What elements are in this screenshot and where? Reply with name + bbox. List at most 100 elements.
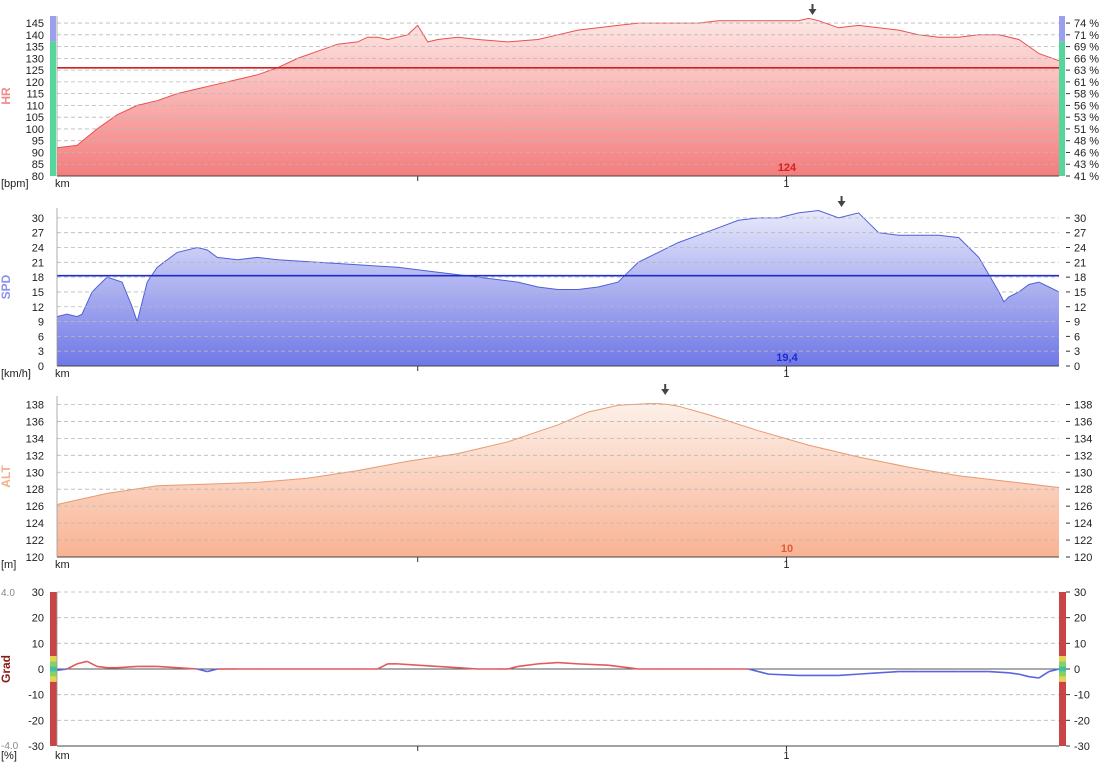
grad-segment <box>517 663 539 668</box>
alt-right-tick-label: 126 <box>1074 501 1092 513</box>
grad-segment <box>417 664 438 668</box>
hr-zone-bar-right <box>1059 41 1065 176</box>
hr-right-tick-label: 53 % <box>1074 112 1099 124</box>
grad-panel-label: Grad <box>0 655 13 683</box>
grad-segment <box>56 668 68 672</box>
alt-series-area <box>57 403 1059 557</box>
alt-right-tick-label: 128 <box>1074 484 1092 496</box>
spd-ytick-label: 27 <box>32 228 44 240</box>
alt-ytick-label: 120 <box>26 552 44 564</box>
grad-segment <box>377 663 389 670</box>
grad-x-unit: km <box>55 750 70 762</box>
spd-ytick-label: 6 <box>38 331 44 343</box>
grad-band-left <box>50 681 57 746</box>
grad-segment <box>86 660 98 668</box>
grad-segment <box>457 666 478 670</box>
alt-ytick-label: 134 <box>26 433 44 445</box>
alt-right-tick-label: 122 <box>1074 535 1092 547</box>
hr-ytick-label: 115 <box>26 89 44 101</box>
grad-band-left <box>50 656 57 662</box>
alt-ytick-label: 132 <box>26 450 44 462</box>
grad-band-right <box>1059 661 1066 667</box>
hr-y-unit: [bpm] <box>1 178 29 190</box>
grad-segment <box>177 666 198 670</box>
hr-series-line <box>56 17 1060 149</box>
hr-right-tick-label: 43 % <box>1074 159 1099 171</box>
alt-ytick-label: 136 <box>26 416 44 428</box>
spd-right-tick-label: 27 <box>1074 228 1086 240</box>
hr-max-marker-arrow <box>808 9 817 15</box>
hr-ytick-label: 120 <box>26 77 44 89</box>
spd-ytick-label: 12 <box>32 302 44 314</box>
alt-panel: 120 120 122 122 124 124 126 126 128 128 130 130 132 1… <box>0 384 1092 571</box>
alt-right-tick-label: 132 <box>1074 450 1092 462</box>
hr-right-tick-label: 61 % <box>1074 77 1099 89</box>
spd-value-label: 19,4 <box>776 352 798 364</box>
hr-right-tick-label: 63 % <box>1074 65 1099 77</box>
grad-ytick-label: 10 <box>32 638 44 650</box>
grad-segment <box>758 670 769 675</box>
alt-right-tick-label: 130 <box>1074 467 1092 479</box>
hr-right-tick-label: 46 % <box>1074 147 1099 159</box>
grad-right-tick-label: 30 <box>1074 587 1086 599</box>
alt-value-label: 10 <box>781 543 793 555</box>
hr-right-tick-label: 71 % <box>1074 30 1099 42</box>
spd-ytick-label: 21 <box>32 257 44 269</box>
spd-ytick-label: 18 <box>32 272 44 284</box>
grad-segment <box>437 665 458 669</box>
grad-segment <box>607 664 639 670</box>
grad-segment <box>878 670 899 674</box>
alt-ytick-label: 128 <box>26 484 44 496</box>
hr-right-tick-label: 74 % <box>1074 18 1099 30</box>
grad-segment <box>1038 670 1050 679</box>
grad-segment <box>768 673 799 677</box>
grad-scale-bottom: -4.0 <box>1 741 19 752</box>
grad-ytick-label: -10 <box>28 690 44 702</box>
alt-right-tick-label: 138 <box>1074 399 1092 411</box>
alt-series-line <box>56 403 1060 505</box>
hr-right-tick-label: 66 % <box>1074 53 1099 65</box>
hr-panel: 80 41 %85 43 %90 46 %95 48 %100 51 %105 53 %11… <box>0 4 1099 190</box>
grad-segment <box>578 663 609 666</box>
grad-band-right <box>1059 671 1066 677</box>
alt-right-tick-label: 136 <box>1074 416 1092 428</box>
alt-ytick-label: 138 <box>26 399 44 411</box>
alt-x-tick-label: 1 <box>783 559 789 571</box>
grad-band-left <box>50 676 57 682</box>
hr-ytick-label: 95 <box>32 136 44 148</box>
alt-right-tick-label: 134 <box>1074 433 1092 445</box>
hr-ytick-label: 100 <box>26 124 44 136</box>
grad-x-tick-label: 1 <box>783 750 789 762</box>
alt-x-unit: km <box>55 559 70 571</box>
grad-segment <box>1028 675 1040 679</box>
spd-ytick-label: 30 <box>32 213 44 225</box>
grad-band-left <box>50 661 57 667</box>
hr-right-tick-label: 56 % <box>1074 100 1099 112</box>
hr-x-unit: km <box>55 178 70 190</box>
spd-right-tick-label: 3 <box>1074 346 1080 358</box>
spd-ytick-label: 24 <box>32 243 44 255</box>
grad-segment <box>197 668 208 673</box>
hr-ytick-label: 125 <box>26 65 44 77</box>
grad-panel: -30 -30 -20 -20 -10 -10 0 0 10 10 20 20 30 30 1 km [%] Gr… <box>0 587 1090 762</box>
grad-right-tick-label: 20 <box>1074 613 1086 625</box>
grad-segment <box>537 661 559 665</box>
hr-ytick-label: 105 <box>26 112 44 124</box>
grad-band-right <box>1059 666 1066 672</box>
grad-ytick-label: -20 <box>28 715 44 727</box>
hr-panel-label: HR <box>0 87 13 105</box>
alt-ytick-label: 122 <box>26 535 44 547</box>
spd-right-tick-label: 12 <box>1074 302 1086 314</box>
grad-band-right <box>1059 676 1066 682</box>
hr-zone-bar-right <box>1059 16 1065 42</box>
hr-zone-bar-left <box>50 16 56 42</box>
hr-right-tick-label: 58 % <box>1074 89 1099 101</box>
spd-right-tick-label: 18 <box>1074 272 1086 284</box>
hr-value-label: 124 <box>778 162 797 174</box>
grad-right-tick-label: -10 <box>1074 690 1090 702</box>
alt-ytick-label: 126 <box>26 501 44 513</box>
spd-right-tick-label: 15 <box>1074 287 1086 299</box>
grad-band-right <box>1059 592 1066 657</box>
grad-y-unit: [%] <box>1 750 17 762</box>
